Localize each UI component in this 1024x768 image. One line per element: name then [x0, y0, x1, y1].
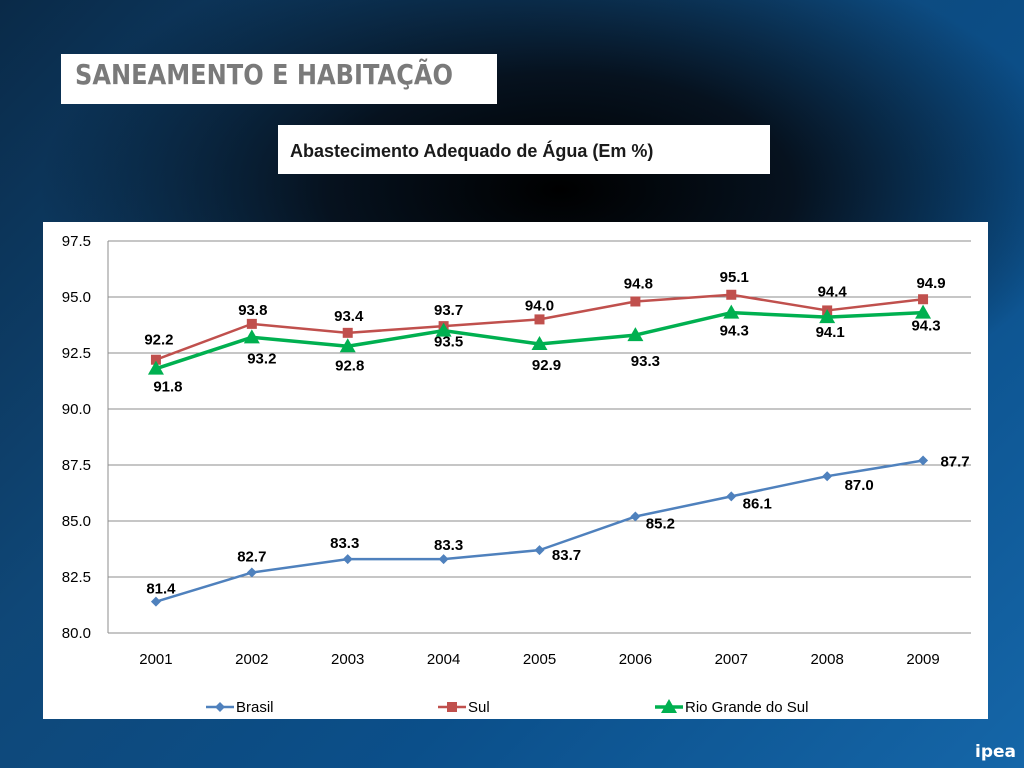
data-point-brasil [438, 554, 449, 565]
data-label-sul: 93.7 [434, 302, 463, 319]
data-label-rio-grande-do-sul: 94.3 [720, 323, 749, 340]
x-tick-label: 2001 [139, 651, 172, 668]
data-label-rio-grande-do-sul: 93.2 [247, 350, 276, 367]
data-point-brasil [342, 554, 353, 565]
data-point-brasil [150, 596, 161, 607]
data-point-sul [342, 327, 353, 338]
data-label-rio-grande-do-sul: 94.1 [816, 324, 845, 341]
x-tick-label: 2004 [427, 651, 460, 668]
y-tick-label: 87.5 [62, 457, 91, 474]
data-point-brasil [246, 567, 257, 578]
data-point-brasil [822, 471, 833, 482]
data-label-brasil: 85.2 [646, 516, 675, 533]
data-label-sul: 95.1 [720, 269, 749, 286]
ipea-logo: ipea [975, 742, 1016, 762]
chart-title-box: Abastecimento Adequado de Água (Em %) [278, 125, 770, 174]
data-point-rio-grande-do-sul [243, 329, 260, 344]
data-point-brasil [918, 455, 929, 466]
legend-label-brasil: Brasil [236, 699, 274, 716]
legend-marker-rio-grande-do-sul [661, 699, 677, 713]
y-tick-label: 85.0 [62, 513, 91, 530]
legend-marker-sul [447, 702, 457, 712]
line-chart: 80.0 82.5 85.0 87.5 90.0 92.5 95.0 97.5 2001 2002… [62, 233, 971, 716]
x-tick-label: 2002 [235, 651, 268, 668]
data-label-brasil: 83.3 [434, 537, 463, 554]
data-label-rio-grande-do-sul: 92.8 [335, 357, 364, 374]
x-tick-label: 2003 [331, 651, 364, 668]
data-point-sul [918, 294, 929, 305]
data-label-brasil: 86.1 [743, 495, 772, 512]
data-point-rio-grande-do-sul [915, 304, 932, 319]
data-label-rio-grande-do-sul: 93.5 [434, 334, 463, 351]
y-tick-label: 90.0 [62, 401, 91, 418]
data-label-rio-grande-do-sul: 91.8 [153, 379, 182, 396]
data-point-sul [726, 289, 737, 300]
y-tick-label: 92.5 [62, 345, 91, 362]
data-point-brasil [726, 491, 737, 502]
data-point-brasil [534, 545, 545, 556]
data-label-sul: 94.9 [916, 275, 945, 292]
section-title-box: SANEAMENTO E HABITAÇÃO [61, 54, 497, 104]
data-label-sul: 94.8 [624, 275, 653, 292]
x-tick-label: 2005 [523, 651, 556, 668]
data-label-brasil: 82.7 [237, 549, 266, 566]
data-label-sul: 93.4 [334, 308, 364, 325]
data-point-rio-grande-do-sul [531, 336, 548, 351]
x-tick-label: 2007 [715, 651, 748, 668]
data-point-sul [534, 314, 545, 325]
data-label-sul: 92.2 [144, 332, 173, 349]
data-label-brasil: 87.0 [845, 477, 874, 494]
data-label-sul: 94.4 [818, 283, 848, 300]
data-point-rio-grande-do-sul [147, 360, 164, 375]
data-label-rio-grande-do-sul: 92.9 [532, 357, 561, 374]
data-label-brasil: 83.7 [552, 547, 581, 564]
data-point-rio-grande-do-sul [435, 322, 452, 337]
data-point-rio-grande-do-sul [723, 304, 740, 319]
series-line-brasil [155, 459, 924, 603]
y-tick-label: 97.5 [62, 233, 91, 250]
x-tick-label: 2008 [810, 651, 843, 668]
data-label-brasil: 81.4 [146, 581, 176, 598]
data-label-rio-grande-do-sul: 93.3 [631, 353, 660, 370]
data-label-brasil: 83.3 [330, 535, 359, 552]
y-tick-label: 80.0 [62, 625, 91, 642]
y-tick-label: 82.5 [62, 569, 91, 586]
chart-panel: 80.0 82.5 85.0 87.5 90.0 92.5 95.0 97.5 2001 2002… [43, 222, 988, 719]
data-label-brasil: 87.7 [940, 454, 969, 471]
data-point-rio-grande-do-sul [339, 338, 356, 353]
data-label-sul: 93.8 [238, 302, 267, 319]
data-point-sul [246, 318, 257, 329]
legend-label-rio-grande-do-sul: Rio Grande do Sul [685, 699, 808, 716]
data-point-sul [150, 354, 161, 365]
legend-label-sul: Sul [468, 699, 490, 716]
y-tick-label: 95.0 [62, 289, 91, 306]
data-point-rio-grande-do-sul [819, 309, 836, 324]
data-label-rio-grande-do-sul: 94.3 [911, 318, 940, 335]
data-label-sul: 94.0 [525, 297, 554, 314]
legend-marker-brasil [215, 702, 225, 712]
x-tick-label: 2006 [619, 651, 652, 668]
data-point-sul [630, 296, 641, 307]
x-tick-label: 2009 [906, 651, 939, 668]
data-point-brasil [630, 511, 641, 522]
chart-title: Abastecimento Adequado de Água (Em %) [290, 141, 654, 161]
data-point-rio-grande-do-sul [627, 327, 644, 342]
section-title: SANEAMENTO E HABITAÇÃO [75, 58, 453, 91]
